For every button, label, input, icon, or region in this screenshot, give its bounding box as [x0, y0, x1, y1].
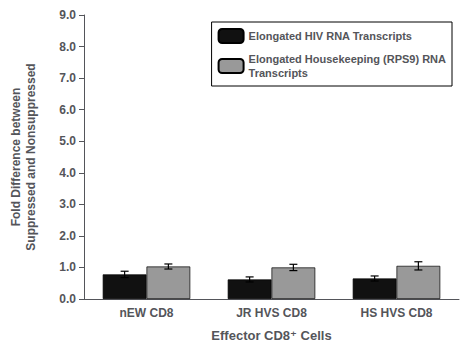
svg-text:8.0: 8.0 [59, 40, 76, 54]
svg-text:4.0: 4.0 [59, 166, 76, 180]
svg-text:Effector CD8⁺ Cells: Effector CD8⁺ Cells [211, 328, 331, 343]
svg-text:7.0: 7.0 [59, 71, 76, 85]
svg-text:9.0: 9.0 [59, 8, 76, 22]
svg-text:Transcripts: Transcripts [249, 67, 308, 79]
svg-text:2.0: 2.0 [59, 229, 76, 243]
svg-text:Fold Difference between: Fold Difference between [9, 88, 23, 227]
svg-text:3.0: 3.0 [59, 197, 76, 211]
svg-text:JR HVS CD8: JR HVS CD8 [236, 306, 307, 320]
svg-text:Elongated HIV RNA Transcripts: Elongated HIV RNA Transcripts [249, 30, 412, 42]
svg-text:Elongated Housekeeping (RPS9): Elongated Housekeeping (RPS9) RNA [249, 53, 446, 65]
svg-text:5.0: 5.0 [59, 134, 76, 148]
svg-text:HS HVS CD8: HS HVS CD8 [360, 306, 432, 320]
svg-text:6.0: 6.0 [59, 103, 76, 117]
svg-text:1.0: 1.0 [59, 260, 76, 274]
svg-text:Suppressed and Nonsuppressed: Suppressed and Nonsuppressed [24, 63, 38, 250]
svg-text:nEW CD8: nEW CD8 [120, 306, 174, 320]
svg-text:0.0: 0.0 [59, 292, 76, 306]
